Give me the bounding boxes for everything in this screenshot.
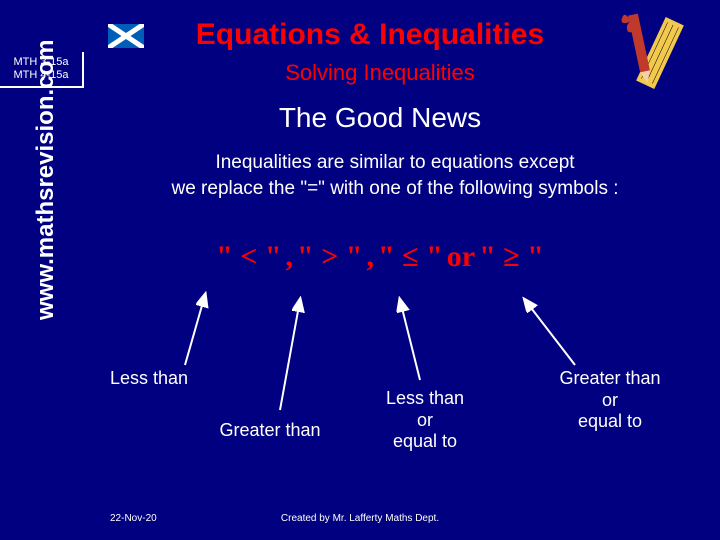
body-line-1: Inequalities are similar to equations ex… [215,152,574,173]
label-greater-than-equal: Greater than or equal to [540,368,680,433]
divider-vertical [82,52,84,88]
section-title: The Good News [180,102,580,134]
body-line-2: we replace the "=" with one of the follo… [171,178,618,199]
symbol-lt: " < " [216,240,281,274]
page-subtitle: Solving Inequalities [200,60,560,86]
symbol-sep1: , [286,240,294,274]
symbol-sep3: or [447,240,475,274]
symbol-gt: " > " [297,240,362,274]
symbol-lte: " ≤ " [378,240,443,274]
label-less-than-equal: Less than or equal to [370,388,480,453]
symbols-row: " < " , " > " , " ≤ " or " ≥ " [120,240,640,274]
footer-credit: Created by Mr. Lafferty Maths Dept. [0,513,720,524]
symbol-sep2: , [366,240,374,274]
body-text: Inequalities are similar to equations ex… [90,150,700,201]
ruler-pencil-icon [612,8,702,98]
label-less-than: Less than [110,368,220,390]
page-title: Equations & Inequalities [150,18,590,52]
symbol-gte: " ≥ " [479,240,544,274]
sidebar-url: www.mathsrevision.com [32,39,60,320]
label-greater-than: Greater than [200,420,340,442]
flag-icon [108,24,144,48]
